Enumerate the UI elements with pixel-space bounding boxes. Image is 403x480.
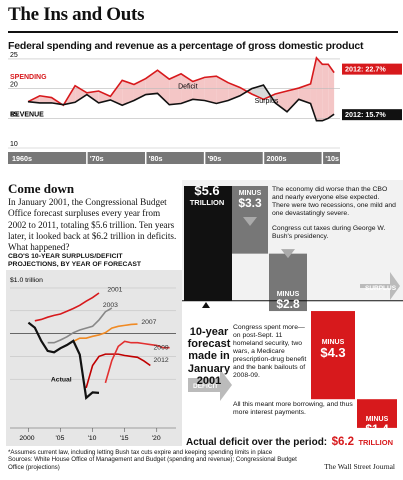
step1-value: $3.3	[238, 196, 262, 210]
deficit-area	[316, 57, 323, 121]
step3-text: Congress spent more—on post-Sept. 11 hom…	[233, 324, 307, 379]
cbo-series-line-2003	[47, 307, 113, 344]
come-down-body: In January 2001, the Congressional Budge…	[8, 197, 177, 253]
x-tick-label: '10s	[325, 154, 339, 163]
deficit-area	[122, 80, 134, 106]
y-tick-label: 15	[10, 111, 18, 118]
cbo-x-tick-label: 2000	[19, 435, 34, 442]
cbo-x-tick-label: '15	[120, 435, 129, 442]
deficit-area	[110, 80, 123, 106]
revenue-end-label: 2012: 15.7%	[345, 110, 386, 119]
cbo-chart-title-2: PROJECTIONS, BY YEAR OF FORECAST	[8, 261, 142, 268]
page-title: The Ins and Outs	[8, 4, 145, 25]
spending-end-label: 2012: 22.7%	[345, 65, 386, 74]
cbo-series-label: 2009	[154, 345, 169, 352]
waterfall-bar-4	[357, 399, 397, 428]
cbo-series-label: 2007	[141, 319, 156, 326]
cbo-chart-title-1: CBO'S 10-YEAR SURPLUS/DEFICIT	[8, 253, 123, 260]
forecast-bar	[184, 186, 232, 301]
waterfall-chart: SURPLUS DEFICIT	[182, 180, 403, 428]
spending-revenue-chart: 10 15 20 25 SPENDING REVENUE Deficit Surplus 201…	[8, 52, 402, 164]
spending-label: SPENDING	[10, 74, 47, 81]
cbo-x-tick-label: '20	[152, 435, 161, 442]
deficit-area	[75, 85, 87, 103]
forecast-caption: 10-year forecast made in January 2001	[187, 326, 231, 387]
cbo-plot-background	[6, 270, 182, 446]
revenue-line	[27, 84, 335, 122]
deficit-area	[287, 88, 299, 112]
total-label: Actual deficit over the period:	[186, 437, 328, 448]
cbo-series-label: 2012	[154, 357, 169, 364]
forecast-value: $5.6	[194, 183, 220, 198]
waterfall-bar-2	[269, 253, 307, 312]
step4-value: $1.4	[365, 422, 389, 436]
surplus-annotation: Surplus	[255, 98, 279, 105]
deficit-area	[169, 73, 182, 105]
spending-end-box	[342, 63, 402, 75]
cbo-unit-label: $1.0 trillion	[10, 277, 43, 284]
spending-line	[27, 56, 335, 107]
deficit-area	[310, 57, 317, 121]
deficit-label: DEFICIT	[193, 383, 218, 390]
step3-value: $4.3	[320, 345, 346, 360]
x-tick-label: '70s	[90, 154, 104, 163]
revenue-label: REVENUE	[10, 112, 44, 119]
step1-text: The economy did worse than the CBO and n…	[272, 186, 396, 217]
step2-text: Congress cut taxes during George W. Bush…	[272, 225, 386, 240]
cbo-series-label: 2001	[107, 287, 122, 294]
step1-minus: MINUS	[238, 190, 262, 197]
cbo-series-line-2001	[34, 292, 100, 322]
revenue-end-box	[342, 109, 402, 121]
total-value: $6.2	[331, 436, 354, 448]
total-unit: TRILLION	[358, 438, 394, 447]
waterfall-bar-3	[311, 311, 355, 400]
deficit-area	[204, 76, 217, 104]
y-tick-label: 25	[10, 52, 18, 59]
x-tick-label: 2000s	[266, 154, 286, 163]
deficit-area	[322, 64, 329, 121]
x-tick-label: '90s	[208, 154, 222, 163]
step4-text: All this meant more borrowing, and thus …	[233, 401, 353, 416]
step2-minus: MINUS	[276, 291, 300, 298]
step4-minus: MINUS	[365, 416, 389, 423]
deficit-area	[228, 82, 240, 101]
step1-arrow-icon	[243, 217, 257, 226]
y-tick-label: 10	[10, 141, 18, 148]
cbo-x-tick-label: '05	[56, 435, 65, 442]
deficit-annotation: Deficit	[178, 84, 198, 91]
forecast-pointer-icon	[202, 302, 210, 308]
step2-arrow-icon	[281, 249, 295, 259]
decade-axis-bar	[8, 152, 340, 164]
cbo-series-label: Actual	[51, 376, 72, 383]
forecast-unit: TRILLION	[189, 198, 225, 207]
y-tick-label: 20	[10, 82, 18, 89]
deficit-area	[133, 78, 146, 101]
deficit-area	[216, 76, 229, 104]
title-rule	[8, 31, 398, 33]
surplus-label: SURPLUS	[365, 285, 397, 292]
footnote-sources: Sources: White House Office of Managemen…	[8, 456, 297, 471]
footnote-note: *Assumes current law, including letting …	[8, 449, 273, 456]
x-tick-label: '80s	[149, 154, 163, 163]
deficit-arrow-icon	[188, 369, 232, 401]
come-down-heading: Come down	[8, 181, 75, 196]
step2-value: $2.8	[276, 297, 300, 311]
surplus-arrow-icon	[360, 272, 400, 300]
step3-minus: MINUS	[321, 339, 345, 346]
cbo-series-line-2009	[85, 353, 151, 389]
top-chart-subtitle: Federal spending and revenue as a percen…	[8, 40, 364, 52]
x-tick-label: 1960s	[12, 154, 32, 163]
cbo-series-label: 2003	[103, 302, 118, 309]
credit-text: The Wall Street Journal	[324, 462, 395, 471]
cbo-projections-chart: $1.0 trillion 2001 2003 2007 2009 2012 Actual 2…	[6, 270, 182, 446]
cbo-series-line-2012	[104, 340, 170, 384]
cbo-series-line-actual	[27, 321, 100, 401]
cbo-x-tick-label: '10	[88, 435, 97, 442]
cbo-series-line-2007	[72, 323, 138, 343]
deficit-area	[275, 91, 288, 112]
deficit-area	[328, 64, 335, 119]
